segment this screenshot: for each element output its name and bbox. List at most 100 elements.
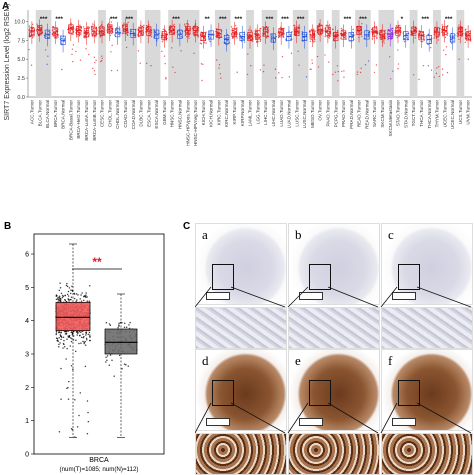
data-point (232, 37, 235, 39)
data-point (123, 322, 126, 324)
panel-b-ytick-label: 6 (25, 252, 29, 259)
data-point (169, 27, 172, 29)
data-point (170, 47, 173, 49)
data-point (218, 34, 221, 36)
data-point (92, 27, 95, 30)
data-point (74, 350, 77, 353)
data-point (150, 65, 152, 67)
data-point (451, 42, 453, 45)
data-point (68, 380, 70, 383)
data-point (445, 28, 448, 30)
category-label: COAD.Normal (131, 100, 136, 129)
data-point (289, 33, 291, 36)
data-point (309, 40, 312, 43)
data-point (357, 31, 359, 33)
data-point (335, 37, 338, 39)
data-point (395, 24, 398, 27)
data-point (250, 29, 252, 32)
data-point (146, 62, 148, 65)
cancer-type-band (378, 10, 395, 97)
data-point (438, 75, 441, 78)
data-point (184, 23, 186, 25)
category-label: BRCA.Tumor (53, 100, 58, 128)
data-point (70, 296, 73, 298)
data-point (55, 36, 57, 39)
data-point (93, 56, 96, 59)
data-point (406, 36, 408, 39)
significance-marker: *** (110, 16, 118, 23)
data-point (58, 430, 61, 433)
data-point (333, 37, 336, 39)
data-point (194, 26, 196, 28)
data-point (110, 25, 112, 27)
data-point (218, 67, 220, 69)
data-point (312, 32, 314, 35)
data-point (262, 70, 265, 73)
data-point (109, 354, 112, 356)
data-point (242, 38, 245, 40)
data-point (109, 324, 112, 327)
category-label: LGG.Tumor (255, 100, 260, 125)
data-point (445, 30, 447, 33)
data-point (106, 355, 109, 357)
data-point (442, 49, 445, 51)
data-point (123, 30, 126, 32)
data-point (236, 37, 238, 39)
data-point (82, 336, 85, 339)
data-point (57, 297, 59, 300)
data-point (59, 286, 62, 289)
ihc-zoom-d (195, 433, 287, 475)
data-point (266, 37, 268, 39)
data-point (203, 41, 206, 44)
data-point (195, 34, 197, 37)
data-point (387, 38, 389, 41)
data-point (28, 25, 31, 27)
data-point (85, 337, 88, 340)
data-point (117, 327, 119, 329)
data-point (422, 64, 425, 67)
data-point (437, 66, 440, 68)
significance-marker: *** (55, 16, 63, 23)
data-point (412, 74, 415, 76)
box-normal (104, 328, 138, 355)
data-point (86, 26, 89, 28)
data-point (91, 35, 94, 37)
data-point (405, 33, 408, 35)
category-label: KIRC.Normal (224, 100, 229, 127)
data-point (118, 26, 121, 28)
data-point (73, 293, 76, 295)
data-point (64, 294, 66, 297)
data-point (311, 59, 313, 61)
data-point (95, 36, 97, 38)
data-point (274, 68, 277, 70)
data-point (281, 34, 284, 37)
data-point (80, 300, 83, 302)
data-point (58, 346, 60, 348)
data-point (110, 51, 112, 53)
data-point (118, 325, 120, 327)
data-point (247, 36, 250, 39)
data-point (57, 296, 59, 299)
category-label: BRCA-Her2.Tumor (76, 100, 81, 139)
data-point (123, 363, 126, 365)
data-point (318, 30, 320, 32)
data-point (78, 342, 80, 345)
data-point (435, 32, 437, 35)
data-point (458, 38, 460, 41)
data-point (82, 333, 84, 336)
data-point (211, 33, 214, 35)
data-point (444, 36, 447, 39)
data-point (200, 63, 203, 65)
data-point (165, 77, 167, 79)
category-label: ESCA.Normal (154, 100, 159, 129)
data-point (108, 30, 110, 32)
data-point (314, 39, 316, 41)
data-point (337, 70, 339, 73)
data-point (40, 31, 43, 34)
data-point (202, 63, 204, 65)
data-point (121, 321, 123, 324)
scale-bar (206, 418, 230, 426)
category-label: THCA.Tumor (419, 100, 424, 127)
data-point (125, 363, 127, 366)
data-point (468, 38, 470, 40)
